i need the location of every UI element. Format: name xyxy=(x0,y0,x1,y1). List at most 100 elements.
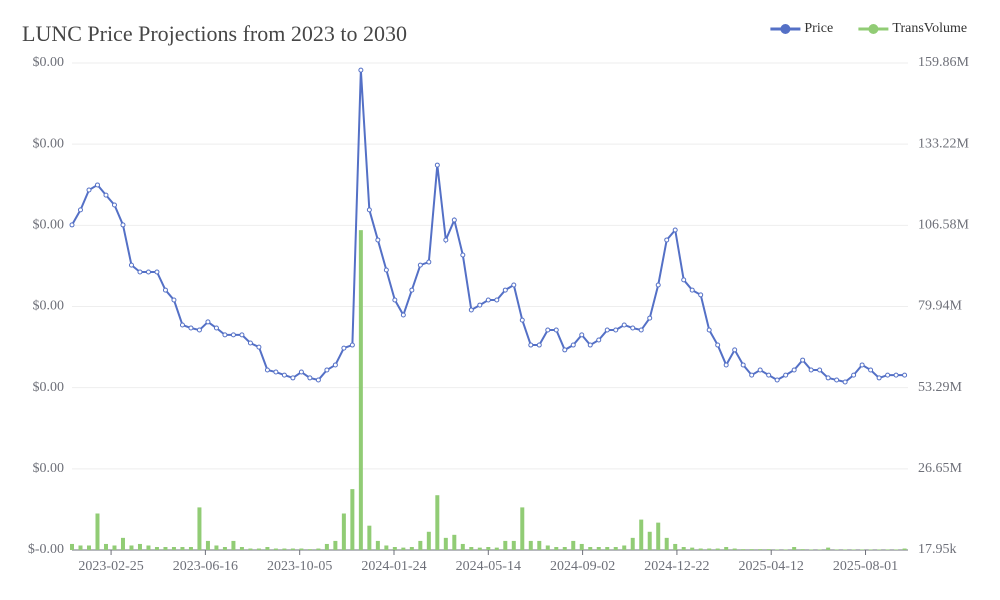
price-point xyxy=(451,217,457,223)
volume-bar xyxy=(826,547,831,550)
price-point xyxy=(902,372,908,378)
volume-bar xyxy=(205,540,210,550)
price-point xyxy=(341,345,347,351)
y-tick-label: $0.00 xyxy=(33,136,65,151)
volume-bar xyxy=(902,548,907,550)
y2-tick-label: 106.58M xyxy=(918,218,970,233)
price-point xyxy=(876,375,882,381)
price-point xyxy=(613,327,619,333)
x-tick-label: 2023-06-16 xyxy=(173,559,238,574)
volume-bar xyxy=(154,547,159,550)
x-tick-label: 2024-01-24 xyxy=(361,559,426,574)
price-point xyxy=(222,332,228,338)
volume-bar xyxy=(690,547,695,550)
y-tick-label: $-0.00 xyxy=(28,542,64,557)
price-point xyxy=(400,312,406,318)
price-point xyxy=(434,162,440,168)
price-point xyxy=(417,262,423,268)
volume-bar xyxy=(367,525,372,550)
price-point xyxy=(834,377,840,383)
volume-bar xyxy=(248,548,253,550)
price-point xyxy=(358,67,364,73)
price-point xyxy=(383,267,389,273)
volume-bar xyxy=(460,543,465,550)
volume-bar xyxy=(137,543,142,550)
volume-bar xyxy=(180,547,185,550)
price-point xyxy=(307,375,313,381)
volume-bar xyxy=(554,547,559,550)
volume-bar xyxy=(299,548,304,550)
price-point xyxy=(188,325,194,331)
y-tick-label: $0.00 xyxy=(33,55,65,70)
price-point xyxy=(740,362,746,368)
volume-bar xyxy=(630,537,635,550)
volume-bar xyxy=(647,531,652,550)
volume-bar xyxy=(163,547,168,550)
y-tick-label: $0.00 xyxy=(33,218,65,233)
price-point xyxy=(774,377,780,383)
price-point xyxy=(791,367,797,373)
volume-bar xyxy=(256,548,261,550)
price-point xyxy=(375,237,381,243)
price-point xyxy=(273,369,279,375)
price-point xyxy=(281,372,287,378)
volume-bar xyxy=(809,549,814,550)
price-point xyxy=(443,237,449,243)
x-tick-label: 2023-10-05 xyxy=(267,559,332,574)
price-point xyxy=(817,367,823,373)
volume-bar xyxy=(613,547,618,550)
volume-bar xyxy=(477,547,482,550)
x-tick-label: 2024-09-02 xyxy=(550,559,615,574)
y2-tick-label: 133.22M xyxy=(918,136,970,151)
price-point xyxy=(485,297,491,303)
price-point xyxy=(689,287,695,293)
volume-bar xyxy=(537,540,542,550)
volume-bar xyxy=(95,513,100,550)
price-line xyxy=(71,70,905,384)
price-point xyxy=(128,262,134,268)
volume-bar xyxy=(222,547,227,550)
price-point xyxy=(596,337,602,343)
price-point xyxy=(298,369,304,375)
price-point xyxy=(783,372,789,378)
volume-bar xyxy=(265,547,270,550)
price-point xyxy=(732,347,738,353)
price-point xyxy=(587,342,593,348)
y2-tick-label: 159.86M xyxy=(918,55,970,70)
price-point xyxy=(715,342,721,348)
x-tick-label: 2023-02-25 xyxy=(78,559,143,574)
volume-bar xyxy=(324,543,329,550)
price-point xyxy=(460,252,466,258)
price-point xyxy=(655,282,661,288)
volume-bar xyxy=(724,547,729,550)
volume-bar xyxy=(656,522,661,550)
y2-tick-label: 79.94M xyxy=(918,299,963,314)
volume-bar xyxy=(282,548,287,550)
volume-bar xyxy=(588,547,593,550)
volume-bar xyxy=(350,489,355,550)
volume-bar xyxy=(707,548,712,550)
price-point xyxy=(315,377,321,383)
volume-bar xyxy=(868,549,873,550)
price-point xyxy=(808,367,814,373)
volume-bar xyxy=(732,548,737,550)
price-point xyxy=(502,287,508,293)
price-point xyxy=(77,207,83,213)
price-point xyxy=(264,367,270,373)
price-point xyxy=(749,372,755,378)
volume-bar xyxy=(681,547,686,550)
volume-bar xyxy=(86,545,91,550)
volume-bar xyxy=(197,507,202,550)
price-point xyxy=(145,269,151,275)
volume-bar xyxy=(860,549,865,550)
price-point xyxy=(69,222,75,228)
volume-bar xyxy=(545,545,550,550)
price-point xyxy=(162,287,168,293)
volume-bar xyxy=(146,545,151,550)
price-point xyxy=(154,269,160,275)
legend-label: TransVolume xyxy=(892,21,967,36)
price-point xyxy=(256,344,262,350)
price-point xyxy=(519,317,525,323)
volume-bar xyxy=(605,547,610,550)
